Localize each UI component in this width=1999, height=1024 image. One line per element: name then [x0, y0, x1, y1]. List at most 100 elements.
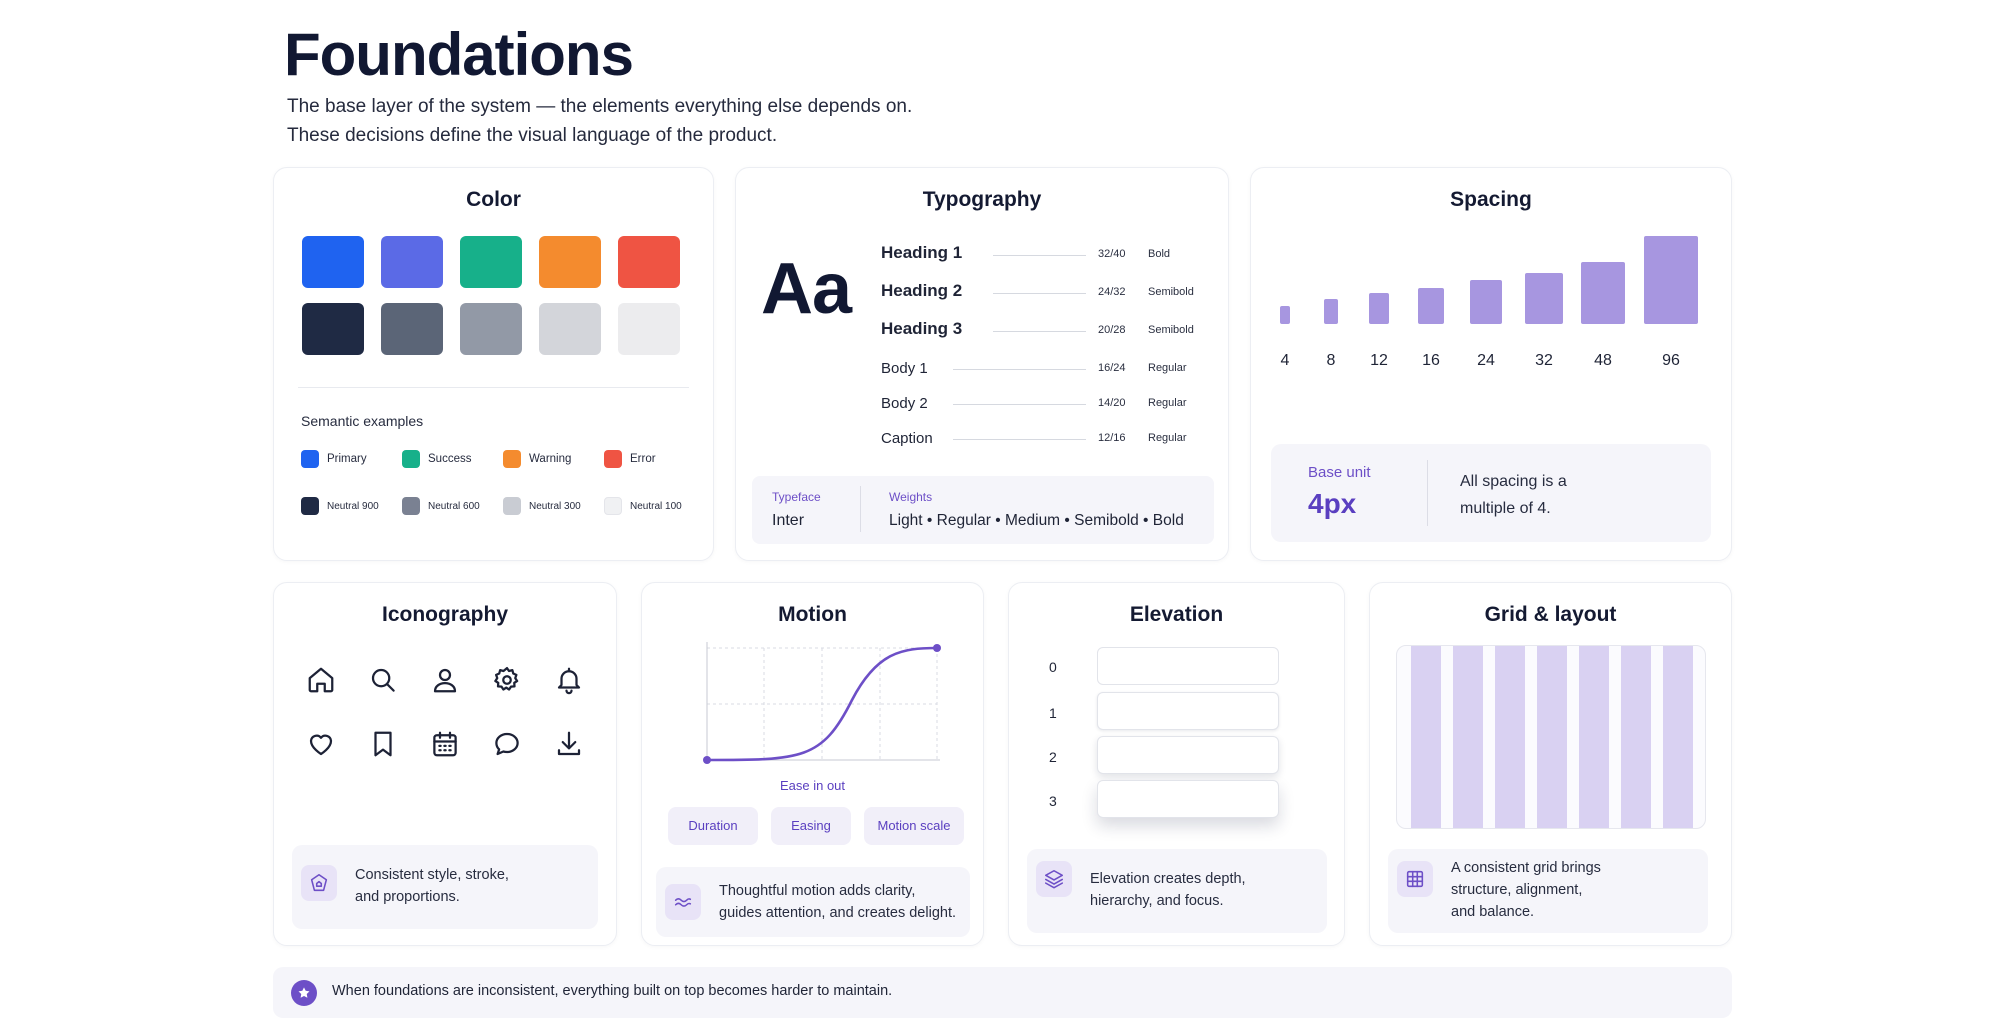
easing-curve [706, 646, 938, 762]
layers-icon [1036, 861, 1072, 897]
type-style-name: Heading 2 [881, 281, 963, 300]
legend-swatch [301, 450, 319, 468]
legend-swatch [604, 497, 622, 515]
legend-swatch [402, 497, 420, 515]
pill-duration[interactable]: Duration [668, 807, 758, 845]
legend-item: Success [402, 450, 471, 468]
pill-motion-scale[interactable]: Motion scale [864, 807, 964, 845]
star-icon [291, 980, 317, 1006]
legend-label: Neutral 600 [428, 500, 480, 512]
type-scale-row: Heading 3 20/28 Semibold [881, 319, 1206, 343]
icon-style-icon [301, 865, 337, 901]
type-style-name: Body 2 [881, 395, 928, 412]
leader-line [953, 369, 1086, 370]
typography-card: Typography Aa Heading 1 32/40 Bold Heading … [735, 167, 1229, 561]
spacing-label: 8 [1326, 352, 1336, 369]
neutral-swatch [618, 303, 680, 355]
spacing-label: 4 [1280, 352, 1290, 369]
iconography-note-text: Consistent style, stroke, and proportion… [355, 864, 509, 908]
color-card: Color Semantic examples Primary Success Wa… [273, 167, 714, 561]
legend-item: Neutral 900 [301, 497, 379, 515]
color-card-title: Color [466, 188, 521, 211]
spacing-bar [1418, 288, 1444, 324]
type-weight: Regular [1148, 397, 1187, 409]
neutral-swatch [460, 303, 522, 355]
type-weight: Semibold [1148, 324, 1194, 336]
legend-item: Neutral 600 [402, 497, 480, 515]
type-scale-row: Heading 1 32/40 Bold [881, 243, 1206, 267]
grid-card-title: Grid & layout [1484, 603, 1617, 626]
type-weight: Semibold [1148, 286, 1194, 298]
legend-label: Neutral 900 [327, 500, 379, 512]
spacing-label: 32 [1535, 352, 1553, 369]
spacing-bar [1369, 292, 1389, 324]
weights-label: Weights [889, 490, 933, 504]
spacing-bar [1470, 280, 1502, 324]
legend-swatch [604, 450, 622, 468]
spacing-card-title: Spacing [1450, 188, 1532, 211]
type-scale-row: Body 2 14/20 Regular [881, 392, 1206, 416]
type-size: 20/28 [1098, 324, 1126, 336]
elevation-note: Elevation creates depth, hierarchy, and … [1027, 849, 1327, 933]
legend-item: Primary [301, 450, 367, 468]
note-line: hierarchy, and focus. [1090, 893, 1224, 909]
elevation-note-text: Elevation creates depth, hierarchy, and … [1090, 868, 1246, 912]
legend-item: Neutral 300 [503, 497, 581, 515]
elevation-level-label: 2 [1049, 749, 1057, 765]
typeface-label: Typeface [772, 490, 821, 504]
grid-column [1663, 646, 1693, 828]
base-unit-value: 4px [1308, 488, 1357, 519]
note-line: Elevation creates depth, [1090, 871, 1246, 887]
note-line: A consistent grid brings [1451, 860, 1601, 876]
type-scale-row: Heading 2 24/32 Semibold [881, 281, 1206, 305]
grid-column [1495, 646, 1525, 828]
grid-preview [1396, 645, 1706, 829]
base-unit-panel: Base unit 4px All spacing is a multiple … [1271, 444, 1711, 542]
legend-label: Error [630, 453, 656, 465]
base-unit-note: All spacing is a multiple of 4. [1460, 468, 1600, 522]
note-line: and proportions. [355, 889, 460, 905]
elevation-card-title: Elevation [1129, 603, 1224, 626]
neutral-swatch [302, 303, 364, 355]
grid-icon [1397, 861, 1433, 897]
note-line: structure, alignment, [1451, 882, 1583, 898]
legend-swatch [301, 497, 319, 515]
page-subtitle: The base layer of the system — the eleme… [287, 92, 912, 150]
gear-icon [492, 665, 522, 695]
type-size: 32/40 [1098, 248, 1126, 260]
type-weight: Regular [1148, 362, 1187, 374]
grid-layout-card: Grid & layout A consistent grid brings s… [1369, 582, 1732, 946]
spacing-bar [1525, 273, 1563, 324]
search-icon [368, 665, 398, 695]
subtitle-line-2: These decisions define the visual langua… [287, 125, 778, 146]
divider [298, 387, 689, 388]
bell-icon [554, 665, 584, 695]
note-line: All spacing is a [1460, 473, 1567, 490]
legend-label: Success [428, 453, 472, 465]
grid-column [1579, 646, 1609, 828]
legend-label: Neutral 100 [630, 500, 682, 512]
grid-column [1537, 646, 1567, 828]
pill-easing[interactable]: Easing [771, 807, 851, 845]
note-line: Thoughtful motion adds clarity, [719, 883, 916, 899]
type-scale-row: Caption 12/16 Regular [881, 427, 1206, 451]
leader-line [953, 404, 1086, 405]
note-line: and balance. [1451, 904, 1535, 920]
type-size: 24/32 [1098, 286, 1126, 298]
type-size: 14/20 [1098, 397, 1126, 409]
footer-callout: When foundations are inconsistent, every… [273, 967, 1732, 1018]
type-scale-row: Body 1 16/24 Regular [881, 357, 1206, 381]
spacing-bar [1280, 306, 1290, 324]
grid-column [1411, 646, 1441, 828]
legend-swatch [503, 497, 521, 515]
motion-card-title: Motion [778, 603, 847, 626]
page-title: Foundations [284, 21, 634, 88]
wave-icon [665, 884, 701, 920]
legend-label: Neutral 300 [529, 500, 581, 512]
color-swatch [618, 236, 680, 288]
calendar-icon [430, 729, 460, 759]
color-swatch [460, 236, 522, 288]
leader-line [993, 255, 1086, 256]
grid-column [1453, 646, 1483, 828]
